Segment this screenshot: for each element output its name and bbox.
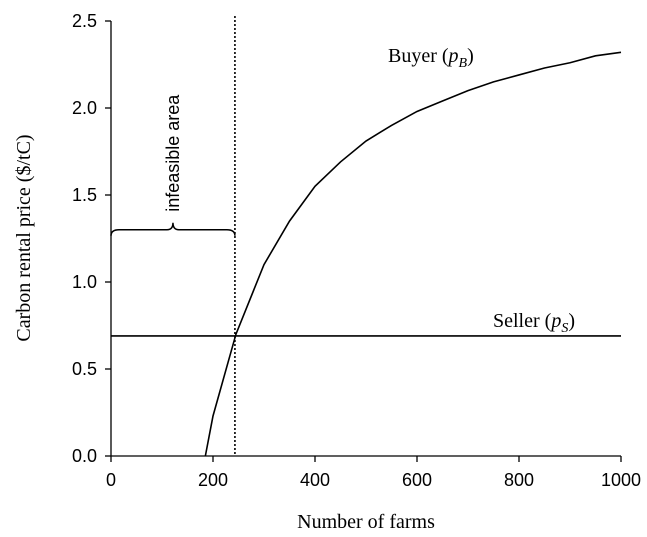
x-tick-label: 400: [300, 470, 330, 490]
series-label-part: ): [568, 310, 575, 332]
x-tick-label: 200: [198, 470, 228, 490]
series-label-part: S: [561, 321, 568, 336]
series-label-part: Seller (: [493, 310, 552, 332]
y-tick-label: 1.0: [72, 272, 97, 292]
series-label-part: Buyer (: [388, 45, 449, 67]
x-tick-label: 1000: [601, 470, 641, 490]
series-line: [204, 51, 622, 457]
series-label-part: ): [467, 45, 474, 67]
y-axis-label: Carbon rental price ($/tC): [13, 134, 35, 341]
x-tick-label: 600: [402, 470, 432, 490]
series-label-part: p: [447, 45, 459, 67]
y-tick-label: 2.5: [72, 11, 97, 31]
x-tick-label: 800: [504, 470, 534, 490]
x-axis-label: Number of farms: [297, 511, 435, 533]
series-label-part: B: [459, 56, 468, 71]
series-label: Seller (pS): [493, 310, 575, 336]
brace: [110, 222, 236, 236]
x-tick-label: 0: [106, 470, 116, 490]
annotation: infeasible area: [163, 94, 183, 212]
y-tick-label: 1.5: [72, 185, 97, 205]
y-tick-label: 2.0: [72, 98, 97, 118]
y-tick-label: 0.0: [72, 446, 97, 466]
series-label: Buyer (pB): [388, 45, 474, 71]
y-tick-label: 0.5: [72, 359, 97, 379]
series-label-part: p: [549, 310, 561, 332]
